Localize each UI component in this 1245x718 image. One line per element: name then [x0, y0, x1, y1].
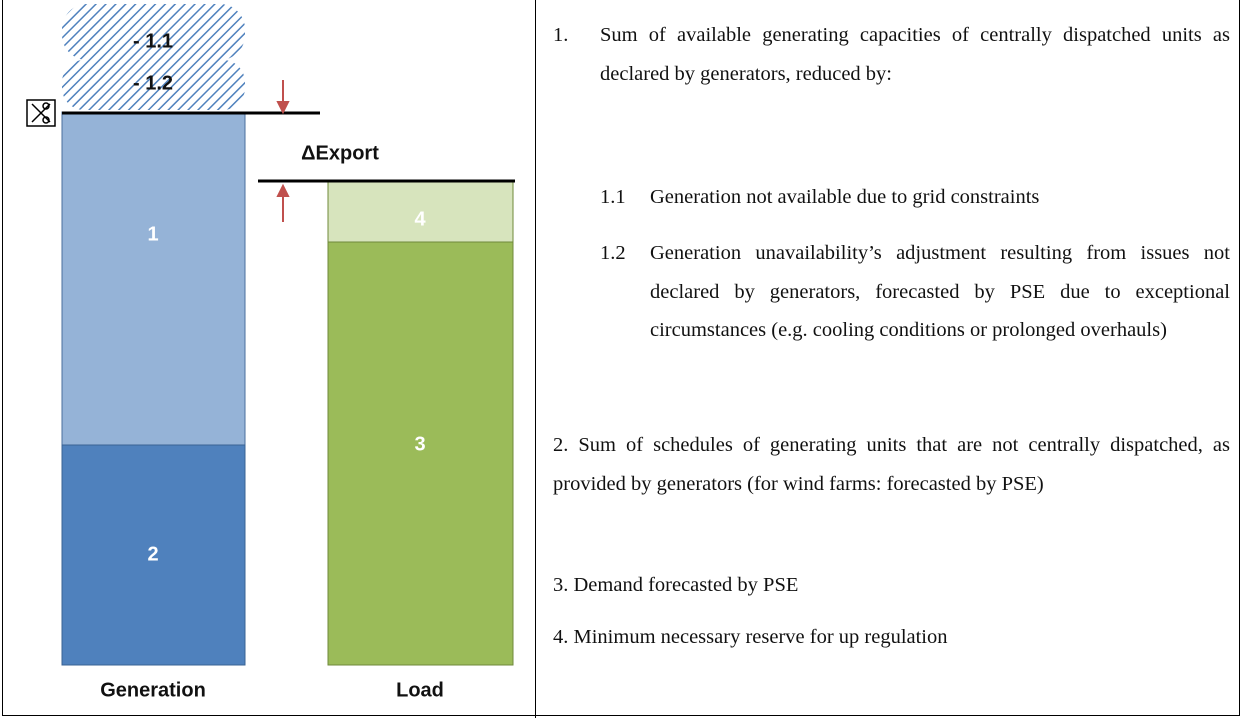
- item-number: 1.: [553, 24, 569, 46]
- delta-label: ΔExport: [301, 142, 379, 164]
- item-text: Generation not available due to grid con…: [650, 186, 1040, 208]
- balance-diagram: - 1.1 - 1.2 1 2 4 3 ΔExport Generation L…: [26, 4, 515, 701]
- block-label: - 1.1: [133, 30, 173, 52]
- column-divider: [535, 0, 536, 718]
- item-text: 4. Minimum necessary reserve for up regu…: [553, 626, 948, 648]
- block-label: 1: [147, 223, 158, 245]
- axis-label: Load: [396, 679, 444, 701]
- scissors-icon: [26, 99, 56, 127]
- item-text: 2. Sum of schedules of generating units …: [553, 434, 1230, 495]
- hatched-block: [62, 4, 245, 60]
- block-label: 3: [414, 433, 425, 455]
- block-label: 2: [147, 543, 158, 565]
- block-3: [327, 241, 514, 666]
- item-number: 1.1: [600, 186, 626, 208]
- item-text: 3. Demand forecasted by PSE: [553, 574, 799, 596]
- item-number: 1.2: [600, 242, 626, 264]
- arrows: [276, 80, 290, 222]
- block-label: 4: [414, 208, 426, 230]
- block-1: [61, 111, 246, 446]
- item-text: Generation unavailability’s adjustment r…: [650, 242, 1230, 341]
- hatched-block: [62, 60, 245, 110]
- block-label: - 1.2: [133, 72, 173, 94]
- axis-label: Generation: [100, 679, 206, 701]
- block-2: [61, 444, 246, 666]
- item-text: Sum of available generating capacities o…: [600, 24, 1230, 85]
